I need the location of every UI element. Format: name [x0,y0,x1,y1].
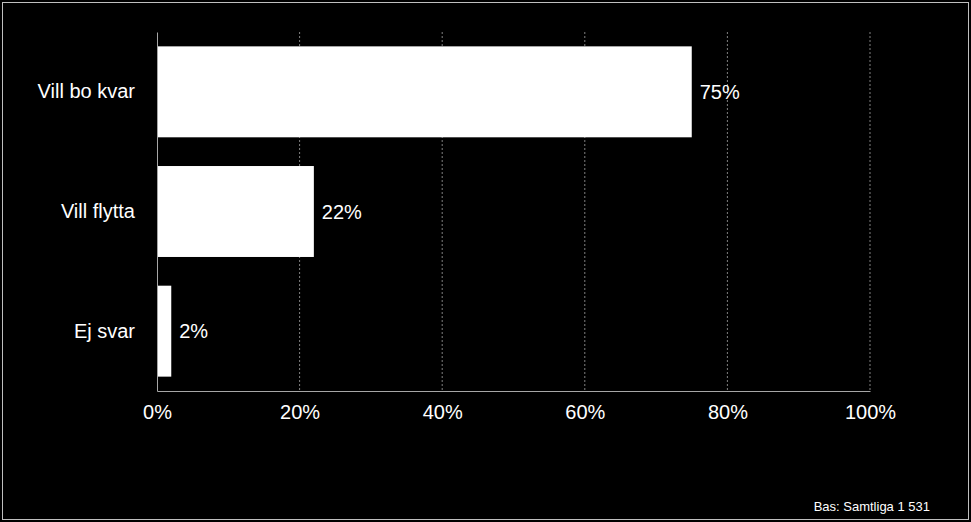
y-tick: Vill flytta [61,200,157,222]
x-tick-label: 40% [423,401,463,423]
y-axis-line [157,33,158,392]
x-axis-line [158,391,871,392]
x-tick: 60% [565,391,605,423]
x-tick-label: 20% [280,401,320,423]
bar [157,286,171,377]
data-labels: 75% 22% 2% [179,81,740,342]
chart: 0% 20% 40% 60% 80% 100% Vill bo kvar Vill flytt… [0,0,971,522]
x-tick-label: 80% [708,401,748,423]
data-label: 75% [700,81,740,103]
x-tick-label: 60% [565,401,605,423]
x-tick: 40% [423,391,463,423]
x-tick: 20% [280,391,320,423]
y-tick: Ej svar [74,320,157,342]
y-axis: Vill bo kvar Vill flytta Ej svar [38,33,158,392]
bar [157,166,314,257]
y-tick: Vill bo kvar [38,80,157,102]
y-tick-label: Vill bo kvar [38,80,136,102]
data-label: 2% [179,320,208,342]
data-label: 22% [322,201,362,223]
y-tick-label: Vill flytta [61,200,136,222]
bars [157,46,692,376]
x-tick: 100% [845,391,896,423]
grid-line [870,32,871,391]
x-tick: 0% [143,391,172,423]
bar [157,46,692,137]
frame [3,3,969,520]
x-tick: 80% [708,391,748,423]
x-tick-label: 0% [143,401,172,423]
y-tick-label: Ej svar [74,320,135,342]
x-axis: 0% 20% 40% 60% 80% 100% [143,391,896,423]
annotation: Bas: Samtliga 1 531 [814,499,930,514]
x-tick-label: 100% [845,401,896,423]
